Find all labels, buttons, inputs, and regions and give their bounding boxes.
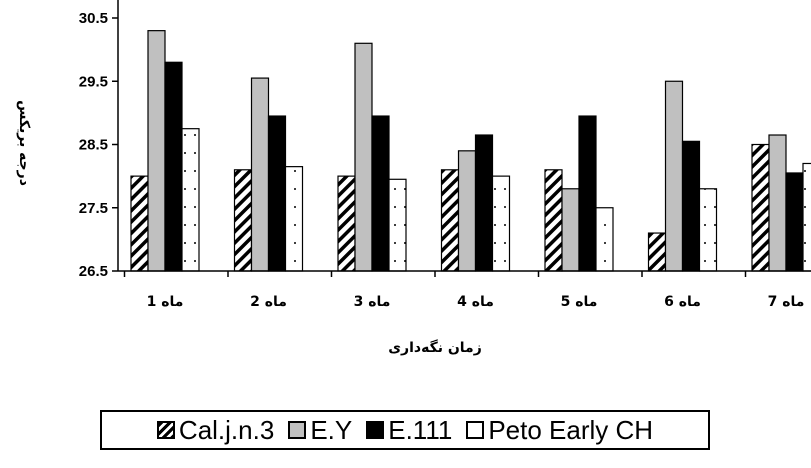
legend-label: E.Y (310, 414, 353, 445)
bar-peto-early-ch-5 (595, 207, 614, 272)
bar-e-111-3 (371, 115, 390, 272)
legend-label: Cal.j.n.3 (178, 414, 275, 445)
x-tick-label: ماه 1 (147, 294, 184, 310)
legend-swatch (466, 421, 485, 439)
legend-item: E.111 (366, 415, 452, 446)
bar-e-y-4 (457, 150, 477, 272)
legend-item: E.Y (288, 415, 352, 446)
bar-peto-early-ch-6 (698, 188, 718, 272)
x-tick-label: ماه 3 (354, 294, 391, 310)
bar-e-y-2 (250, 77, 270, 272)
bar-peto-early-ch-2 (284, 166, 304, 272)
bar-peto-early-ch-4 (491, 175, 511, 272)
bar-peto-early-ch-1 (181, 128, 200, 272)
bar-peto-early-ch-3 (388, 178, 407, 272)
bar-e-111-1 (164, 61, 183, 272)
bar-e-111-2 (267, 115, 287, 272)
bar-e-y-3 (354, 42, 373, 272)
x-axis-title: زمان نگه‌داری (388, 339, 482, 356)
bar-cal-j-n-3-5 (544, 169, 563, 272)
bar-e-y-6 (664, 80, 684, 272)
legend-item: Peto Early CH (466, 415, 653, 446)
x-axis: ماه 1 ماه 2 ماه 3 ماه 4 ماه 5 ماه 6 ماه 7 (118, 270, 811, 310)
bar-cal-j-n-3-7 (751, 143, 770, 272)
legend-swatch (288, 421, 307, 439)
y-tick-label: 29.5 (79, 73, 108, 90)
legend-label: Peto Early CH (488, 414, 654, 445)
bar-peto-early-ch-7 (802, 162, 811, 272)
bar-cal-j-n-3-4 (440, 169, 460, 272)
bar-cal-j-n-3-6 (647, 232, 667, 272)
x-tick-label: ماه 2 (250, 294, 287, 310)
bar-cal-j-n-3-3 (337, 175, 356, 272)
y-axis-title: درجه بریکس (16, 100, 32, 186)
y-axis: 26.5 27.5 28.5 29.5 30.5 (79, 0, 119, 280)
legend-label: E.111 (388, 414, 453, 445)
bar-e-111-6 (681, 140, 701, 272)
x-tick-label: ماه 6 (664, 294, 701, 310)
legend-swatch (366, 421, 385, 439)
bar-e-y-1 (147, 30, 166, 272)
bar-cal-j-n-3-2 (233, 169, 253, 272)
y-tick-label: 26.5 (79, 263, 108, 280)
bar-e-y-7 (768, 134, 787, 272)
y-tick-label: 28.5 (79, 137, 108, 154)
bar-e-111-4 (474, 134, 494, 272)
bar-chart: 26.527.528.529.530.5 ماه 1 ماه 2 ماه 3 ماه … (16, 0, 811, 356)
legend-item: Cal.j.n.3 (156, 414, 275, 446)
x-tick-label: ماه 7 (768, 294, 805, 310)
x-tick-label: ماه 4 (457, 294, 494, 310)
y-tick-label: 27.5 (79, 200, 108, 217)
bar-e-y-5 (561, 188, 580, 272)
legend-swatch (156, 421, 175, 439)
legend: Cal.j.n.3 E.Y E.111 Peto Early CH (100, 410, 710, 450)
bar-cal-j-n-3-1 (130, 175, 149, 272)
bar-e-111-7 (785, 172, 804, 272)
bars (130, 30, 811, 272)
y-tick-label: 30.5 (79, 10, 108, 27)
bar-e-111-5 (578, 115, 597, 272)
x-tick-label: ماه 5 (561, 294, 598, 310)
